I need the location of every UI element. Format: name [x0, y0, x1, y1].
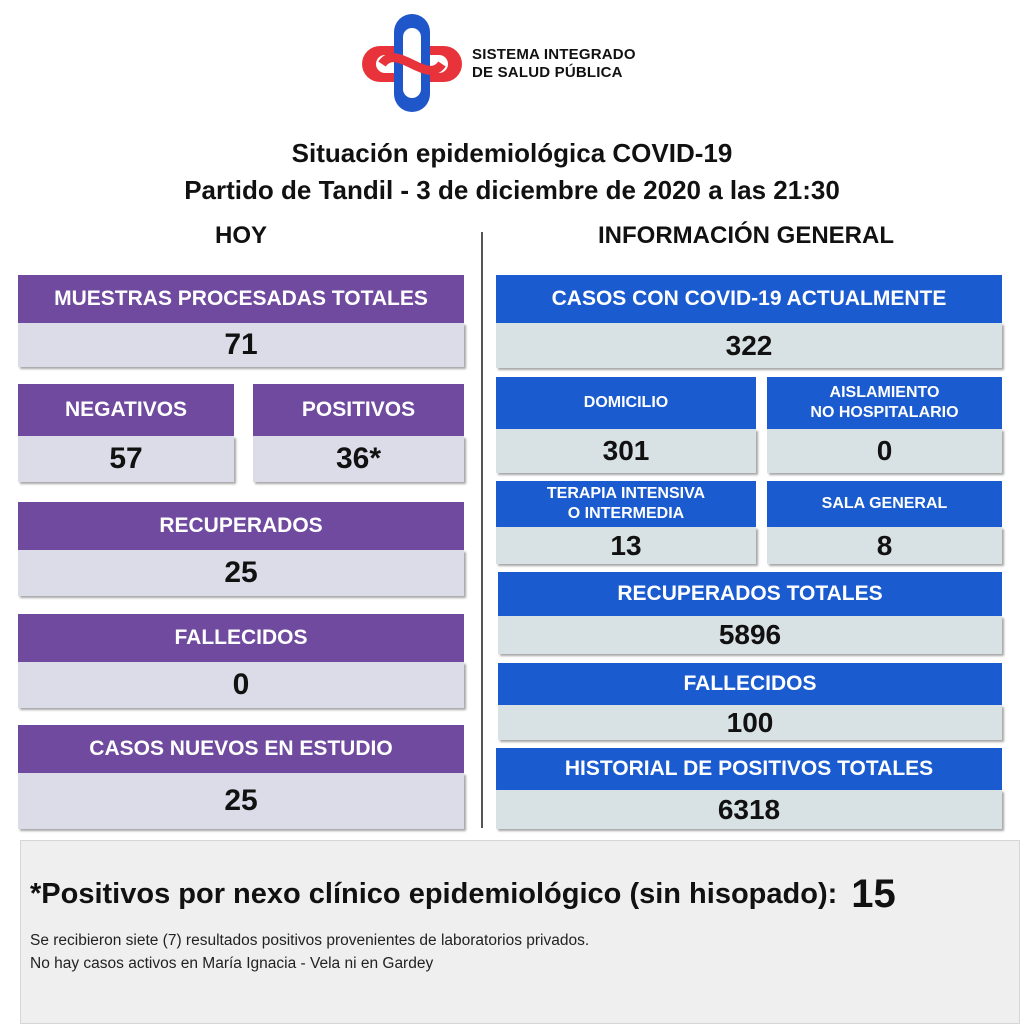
sala-general-value: 8 — [767, 527, 1002, 564]
org-name-line2: DE SALUD PÚBLICA — [472, 64, 623, 81]
domicilio-label: DOMICILIO — [496, 377, 756, 429]
positivos-label: POSITIVOS — [253, 384, 464, 436]
historial-label: HISTORIAL DE POSITIVOS TOTALES — [496, 748, 1002, 790]
positivos-value: 36* — [253, 436, 464, 482]
page-title: Situación epidemiológica COVID-19 — [291, 137, 733, 168]
footer-panel — [20, 840, 1020, 1024]
terapia-label: TERAPIA INTENSIVA O INTERMEDIA — [496, 481, 756, 527]
aislamiento-label-line1: AISLAMIENTO — [829, 384, 940, 401]
recuperados-totales-label: RECUPERADOS TOTALES — [498, 572, 1002, 616]
negativos-label: NEGATIVOS — [18, 384, 234, 436]
aislamiento-value: 0 — [767, 429, 1002, 473]
fallecidos-general-value: 100 — [498, 705, 1002, 740]
organization-name: SISTEMA INTEGRADO DE SALUD PÚBLICA — [472, 46, 692, 82]
fallecidos-today-value: 0 — [18, 662, 464, 708]
aislamiento-label-line2: NO HOSPITALARIO — [810, 404, 959, 421]
recuperados-totales-value: 5896 — [498, 616, 1002, 654]
casos-actuales-value: 322 — [496, 323, 1002, 368]
health-system-logo-icon — [362, 14, 462, 112]
aislamiento-label: AISLAMIENTO NO HOSPITALARIO — [767, 377, 1002, 429]
org-name-line1: SISTEMA INTEGRADO — [472, 46, 636, 63]
footnote-label: *Positivos por nexo clínico epidemiológi… — [30, 877, 838, 910]
general-heading: INFORMACIÓN GENERAL — [598, 222, 894, 249]
note-private-labs: Se recibieron siete (7) resultados posit… — [30, 932, 590, 949]
casos-actuales-label: CASOS CON COVID-19 ACTUALMENTE — [496, 275, 1002, 323]
page-subtitle: Partido de Tandil - 3 de diciembre de 20… — [184, 174, 840, 205]
sala-general-label: SALA GENERAL — [767, 481, 1002, 527]
recuperados-value: 25 — [18, 550, 464, 596]
terapia-value: 13 — [496, 527, 756, 564]
terapia-label-line2: O INTERMEDIA — [567, 505, 685, 522]
casos-nuevos-label: CASOS NUEVOS EN ESTUDIO — [18, 725, 464, 773]
footnote: *Positivos por nexo clínico epidemiológi… — [30, 872, 1010, 916]
muestras-value: 71 — [18, 323, 464, 367]
domicilio-value: 301 — [496, 429, 756, 473]
recuperados-label: RECUPERADOS — [18, 502, 464, 550]
terapia-label-line1: TERAPIA INTENSIVA — [546, 485, 706, 502]
casos-nuevos-value: 25 — [18, 773, 464, 829]
historial-value: 6318 — [496, 790, 1002, 829]
today-heading: HOY — [214, 222, 267, 249]
note-no-active-cases: No hay casos activos en María Ignacia - … — [30, 955, 434, 972]
fallecidos-today-label: FALLECIDOS — [18, 614, 464, 662]
fallecidos-general-label: FALLECIDOS — [498, 663, 1002, 705]
footnote-value: 15 — [851, 871, 896, 916]
column-divider — [481, 232, 483, 828]
negativos-value: 57 — [18, 436, 234, 482]
muestras-label: MUESTRAS PROCESADAS TOTALES — [18, 275, 464, 323]
